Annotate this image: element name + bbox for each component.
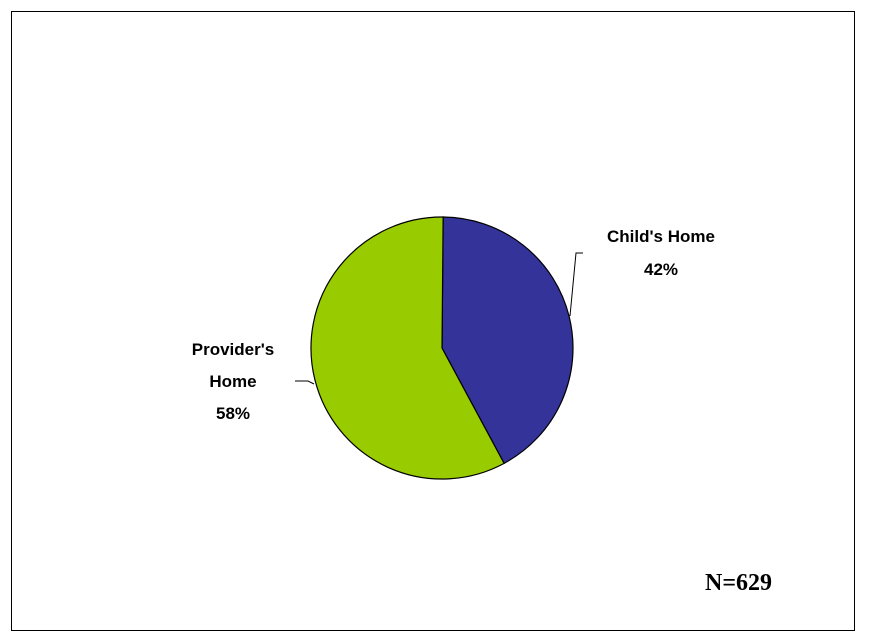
slice-value-child-home: 42%: [644, 260, 678, 279]
slice-value-provider-home: 58%: [216, 404, 250, 423]
leader-lines: [295, 252, 583, 385]
pie-chart: Child's Home 42% Provider's Home 58%: [192, 216, 715, 480]
leader-line-child-home: [569, 252, 583, 317]
slice-label-provider-home-line2: Home: [209, 372, 256, 391]
pie-slices: [310, 216, 574, 480]
pie-slice-provider-s-home: [310, 216, 505, 480]
slice-label-child-home: Child's Home: [607, 227, 715, 246]
leader-line-provider-home: [295, 380, 315, 385]
pie-slice-child-s-home: [441, 216, 574, 465]
sample-size-label: N=629: [705, 570, 773, 596]
slice-label-provider-home-line1: Provider's: [192, 340, 274, 359]
